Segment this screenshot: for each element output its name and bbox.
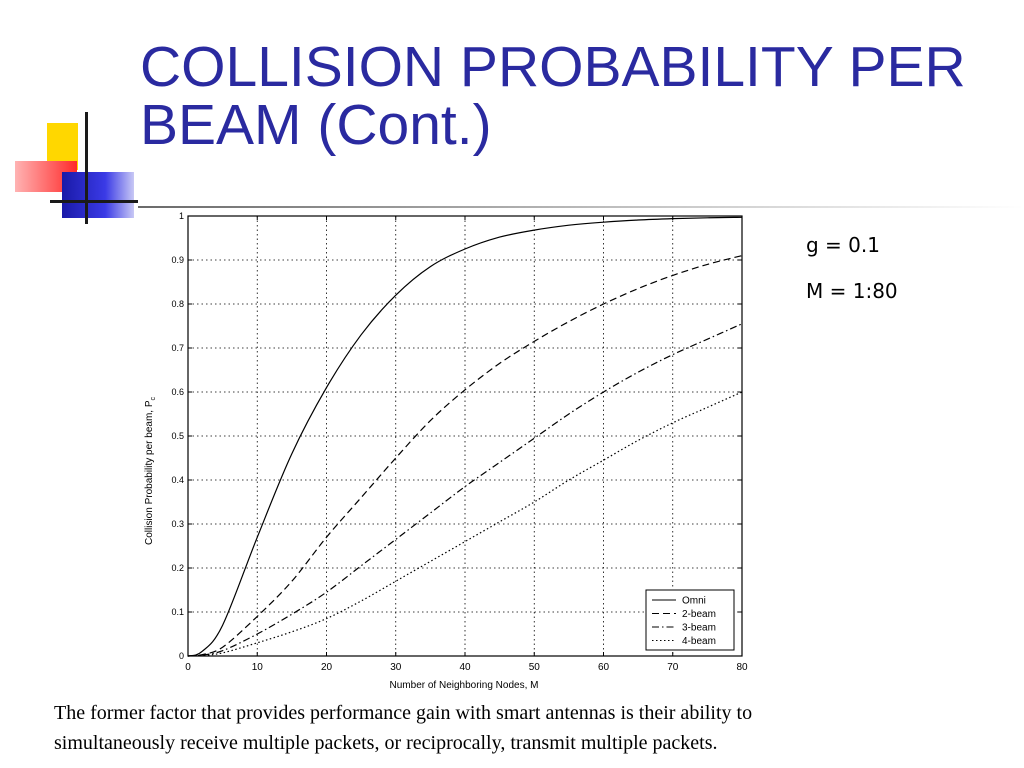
legend-label-3-beam: 3-beam <box>682 623 716 634</box>
title-rule <box>138 206 1024 208</box>
y-tick-label: 0.2 <box>171 563 184 573</box>
x-tick-label: 70 <box>667 662 679 673</box>
y-tick-label: 0.8 <box>171 299 184 309</box>
legend-label-2-beam: 2-beam <box>682 609 716 620</box>
x-axis-label: Number of Neighboring Nodes, M <box>390 680 539 691</box>
y-axis-label-subscript: c <box>150 396 157 400</box>
param-g: g = 0.1 <box>806 233 880 257</box>
collision-probability-chart: 0 10 20 30 40 50 60 70 80 0 0.1 0.2 0.3 0.4 0.5 0.6 0.7 0… <box>144 211 748 691</box>
y-tick-label: 0.5 <box>171 431 184 441</box>
chart-grid <box>188 216 742 656</box>
x-tick-label: 80 <box>736 662 748 673</box>
y-tick-label: 0.3 <box>171 519 184 529</box>
y-axis-label: Collision Probability per beam, Pc <box>144 396 157 545</box>
series-line-2-beam <box>187 255 743 657</box>
title-line-1: COLLISION PROBABILITY PER <box>140 35 966 99</box>
y-axis-label-text: Collision Probability per beam, P <box>144 400 155 545</box>
parameters: g = 0.1 M = 1:80 <box>806 233 898 325</box>
legend-label-omni: Omni <box>682 596 706 607</box>
y-tick-label: 0 <box>179 651 184 661</box>
decor-horizontal-line <box>50 200 138 203</box>
y-tick-label: 1 <box>179 211 184 221</box>
chart-legend: Omni 2-beam 3-beam 4-beam <box>645 589 735 651</box>
decor-vertical-line <box>85 112 88 224</box>
legend-label-4-beam: 4-beam <box>682 636 716 647</box>
x-tick-label: 0 <box>185 662 191 673</box>
plot-frame <box>187 215 743 657</box>
x-tick-label: 60 <box>598 662 610 673</box>
slide-caption: The former factor that provides performa… <box>54 698 994 758</box>
y-tick-label: 0.1 <box>171 607 184 617</box>
x-tick-label: 40 <box>459 662 471 673</box>
param-m: M = 1:80 <box>806 279 898 303</box>
y-tick-label: 0.7 <box>171 343 184 353</box>
decor-blue-square <box>62 172 134 218</box>
x-tick-label: 30 <box>390 662 402 673</box>
y-tick-label: 0.6 <box>171 387 184 397</box>
slide-title: COLLISION PROBABILITY PER BEAM (Cont.) <box>140 38 1000 154</box>
series-line-3-beam <box>187 323 743 657</box>
y-tick-label: 0.9 <box>171 255 184 265</box>
x-tick-label: 10 <box>252 662 264 673</box>
y-tick-label: 0.4 <box>171 475 184 485</box>
chart-series <box>187 216 743 657</box>
series-line-omni <box>187 216 743 657</box>
caption-line-2: simultaneously receive multiple packets,… <box>54 732 718 754</box>
x-tick-label: 50 <box>529 662 541 673</box>
caption-line-1: The former factor that provides performa… <box>54 702 753 724</box>
chart-axes: 0 10 20 30 40 50 60 70 80 0 0.1 0.2 0.3 0.4 0.5 0.6 0.7 0… <box>171 211 748 673</box>
title-line-2: BEAM (Cont.) <box>140 93 492 157</box>
x-tick-label: 20 <box>321 662 333 673</box>
